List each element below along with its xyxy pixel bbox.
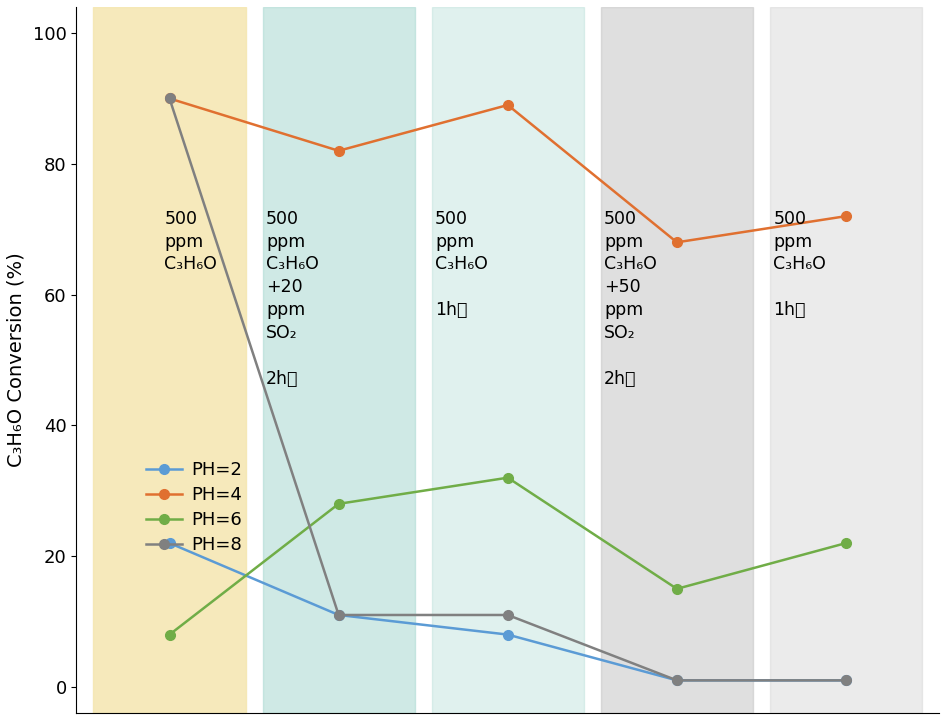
Text: 500
ppm
C₃H₆O
+20
ppm
SO₂

2h后: 500 ppm C₃H₆O +20 ppm SO₂ 2h后 [266, 210, 319, 388]
Bar [601, 7, 753, 713]
Text: 500
ppm
C₃H₆O: 500 ppm C₃H₆O [165, 210, 218, 274]
PH=8 [672, 676, 683, 685]
PH=6 [164, 630, 175, 639]
PH=2 [164, 539, 175, 547]
Line: PH=8: PH=8 [165, 94, 850, 685]
Bar [263, 7, 414, 713]
Line: PH=2: PH=2 [165, 539, 850, 685]
PH=6 [672, 585, 683, 593]
Legend: PH=2, PH=4, PH=6, PH=8: PH=2, PH=4, PH=6, PH=8 [146, 461, 242, 554]
Line: PH=6: PH=6 [165, 473, 850, 639]
PH=8 [164, 94, 175, 103]
Bar [94, 7, 246, 713]
PH=6 [333, 500, 344, 508]
PH=4 [502, 101, 514, 109]
PH=2 [672, 676, 683, 685]
PH=4 [164, 94, 175, 103]
Text: 500
ppm
C₃H₆O

1h后: 500 ppm C₃H₆O 1h后 [773, 210, 826, 319]
PH=4 [333, 146, 344, 155]
PH=2 [333, 611, 344, 619]
PH=8 [333, 611, 344, 619]
PH=2 [840, 676, 851, 685]
PH=4 [840, 212, 851, 220]
PH=8 [502, 611, 514, 619]
Text: 500
ppm
C₃H₆O
+50
ppm
SO₂

2h后: 500 ppm C₃H₆O +50 ppm SO₂ 2h后 [604, 210, 657, 388]
Line: PH=4: PH=4 [165, 94, 850, 247]
PH=6 [502, 473, 514, 482]
PH=4 [672, 238, 683, 247]
PH=8 [840, 676, 851, 685]
Y-axis label: C₃H₆O Conversion (%): C₃H₆O Conversion (%) [7, 253, 26, 467]
Bar [770, 7, 922, 713]
PH=2 [502, 630, 514, 639]
Bar [431, 7, 584, 713]
PH=6 [840, 539, 851, 547]
Text: 500
ppm
C₃H₆O

1h后: 500 ppm C₃H₆O 1h后 [435, 210, 488, 319]
